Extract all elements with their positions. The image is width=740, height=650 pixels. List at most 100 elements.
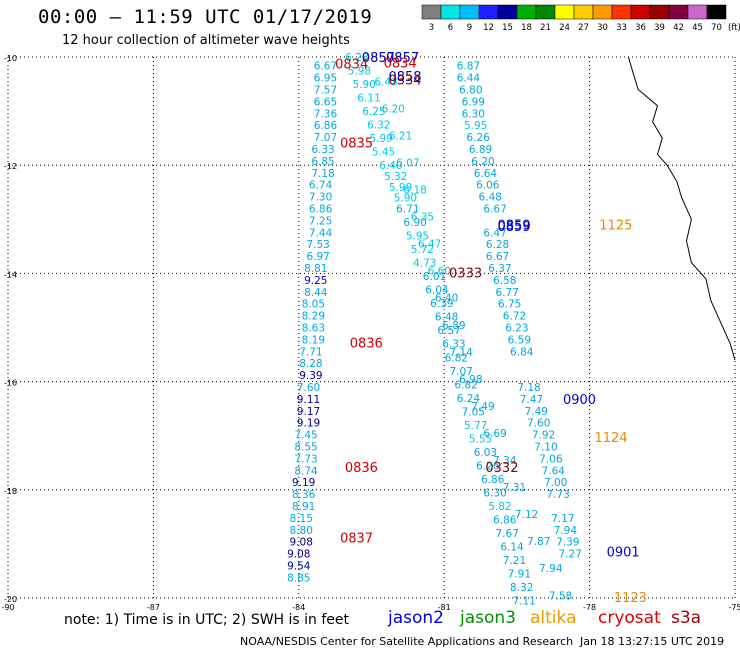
wave-height-value: 6.01: [423, 271, 446, 283]
wave-height-value: 9.17: [297, 406, 320, 418]
satellite-jason3: jason3: [460, 608, 516, 628]
wave-height-value: 6.47: [418, 239, 441, 251]
wave-height-value: 7.34: [493, 455, 517, 467]
lat-tick-label: -16: [4, 379, 17, 388]
wave-height-value: 7.00: [544, 477, 567, 489]
wave-height-value: 7.30: [309, 192, 332, 204]
wave-height-value: 7.87: [527, 536, 550, 548]
lat-tick-label: -14: [4, 270, 17, 279]
wave-height-value: 6.60: [428, 266, 451, 278]
wave-height-value: 6.58: [493, 275, 516, 287]
wave-height-value: 6.82: [445, 352, 468, 364]
wave-height-value: 6.87: [457, 61, 480, 73]
wave-height-value: 7.31: [503, 482, 526, 494]
wave-height-value: 6.21: [389, 130, 412, 142]
lon-tick-label: -75: [728, 603, 740, 612]
wave-height-value: 8.36: [292, 489, 316, 501]
wave-height-value: 7.11: [512, 596, 535, 608]
wave-height-value: 9.08: [287, 549, 310, 561]
wave-height-value: 6.35: [411, 212, 434, 224]
wave-height-value: 7.05: [462, 406, 485, 418]
wave-height-value: 6.26: [466, 132, 490, 144]
wave-height-value: 6.43: [374, 76, 397, 88]
lat-tick-label: -20: [4, 595, 17, 604]
wave-height-value: 6.18: [403, 185, 426, 197]
legend-swatch: [554, 4, 575, 20]
page-title: 00:00 – 11:59 UTC 01/17/2019: [38, 6, 373, 28]
wave-height-value: 6.95: [314, 73, 337, 85]
wave-height-value: 6.20: [471, 156, 494, 168]
wave-height-value: 8.44: [304, 287, 328, 299]
wave-height-value: 7.18: [517, 382, 540, 394]
wave-height-value: 6.11: [357, 93, 380, 105]
wave-height-value: 9.08: [290, 537, 313, 549]
wave-height-value: 6.44: [457, 73, 481, 85]
wave-height-value: 9.25: [304, 275, 327, 287]
pass-time-label: 1125: [599, 219, 632, 234]
pass-time-label: 0837: [340, 531, 373, 546]
wave-height-value: 6.77: [496, 287, 519, 299]
wave-height-value: 7.49: [471, 401, 494, 413]
legend-label: 21: [540, 23, 551, 33]
wave-height-value: 7.36: [314, 108, 338, 120]
wave-height-value: 7.06: [539, 453, 563, 465]
wave-height-value: 6.90: [403, 217, 426, 229]
legend-swatch: [592, 4, 613, 20]
wave-height-value: 6.03: [474, 447, 497, 459]
wave-height-value: 6.86: [493, 515, 517, 527]
pass-time-label: 0834: [384, 56, 417, 71]
wave-height-value: 5.99: [389, 182, 412, 194]
legend-label: 3: [429, 23, 434, 33]
wave-height-value: 7.10: [534, 442, 557, 454]
west-track: 6.676.957.576.657.366.867.076.336.857.18…: [287, 61, 337, 585]
wave-height-value: 7.92: [532, 430, 555, 442]
footer-agency: NOAA/NESDIS Center for Satellite Applica…: [240, 635, 574, 648]
wave-height-value: 6.59: [508, 334, 531, 346]
wave-height-value: 6.04: [425, 285, 449, 297]
wave-height-value: 9.19: [297, 418, 320, 430]
lat-tick-label: -18: [4, 487, 17, 496]
legend-label: 6: [448, 23, 453, 33]
legend-swatch: [459, 4, 480, 20]
wave-height-value: 6.30: [462, 108, 485, 120]
middle-track: 6.235.985.906.116.256.325.995.456.405.32…: [345, 52, 536, 608]
legend-label: 33: [616, 23, 627, 33]
legend-label: 70: [711, 23, 722, 33]
wave-height-value: 7.07: [314, 132, 337, 144]
wave-height-value: 9.54: [287, 561, 311, 573]
pass-time-label: 0901: [607, 545, 640, 560]
pass-time-label: 0900: [563, 393, 596, 408]
wave-height-value: 8.80: [290, 525, 313, 537]
legend-label: 27: [578, 23, 589, 33]
pass-time-label: 0334: [388, 74, 421, 89]
wave-height-value: 7.73: [294, 453, 317, 465]
wave-height-value: 8.81: [304, 263, 327, 275]
wave-height-value: 6.89: [442, 320, 465, 332]
legend-label: 12: [483, 23, 494, 33]
legend-label: 42: [673, 23, 684, 33]
east-track-b: 6.876.446.806.996.305.956.266.896.206.64…: [457, 61, 582, 561]
pass-time-label: 0859: [498, 220, 531, 235]
wave-height-value: 6.40: [379, 160, 402, 172]
wave-height-value: 7.12: [515, 509, 538, 521]
wave-height-value: 7.14: [449, 347, 473, 359]
legend-swatch: [440, 4, 461, 20]
wave-height-value: 6.33: [311, 144, 334, 156]
wave-height-value: 6.48: [435, 312, 458, 324]
wave-height-value: 9.39: [299, 370, 322, 382]
wave-height-value: 7.91: [508, 569, 531, 581]
wave-height-value: 6.67: [314, 61, 337, 73]
wave-height-value: 6.99: [462, 96, 485, 108]
wave-height-value: 5.82: [488, 501, 511, 513]
legend-label: 15: [502, 23, 513, 33]
wave-height-value: 6.57: [437, 325, 460, 337]
wave-height-value: 7.39: [556, 537, 579, 549]
lat-tick-label: -10: [4, 54, 17, 63]
wave-height-value: 8.91: [292, 501, 315, 513]
satellite-jason2: jason2: [388, 608, 444, 628]
pass-time-label: 0333: [449, 266, 482, 281]
wave-height-value: 6.23: [345, 52, 368, 64]
wave-height-value: 6.48: [479, 192, 502, 204]
wave-height-value: 6.86: [481, 474, 505, 486]
